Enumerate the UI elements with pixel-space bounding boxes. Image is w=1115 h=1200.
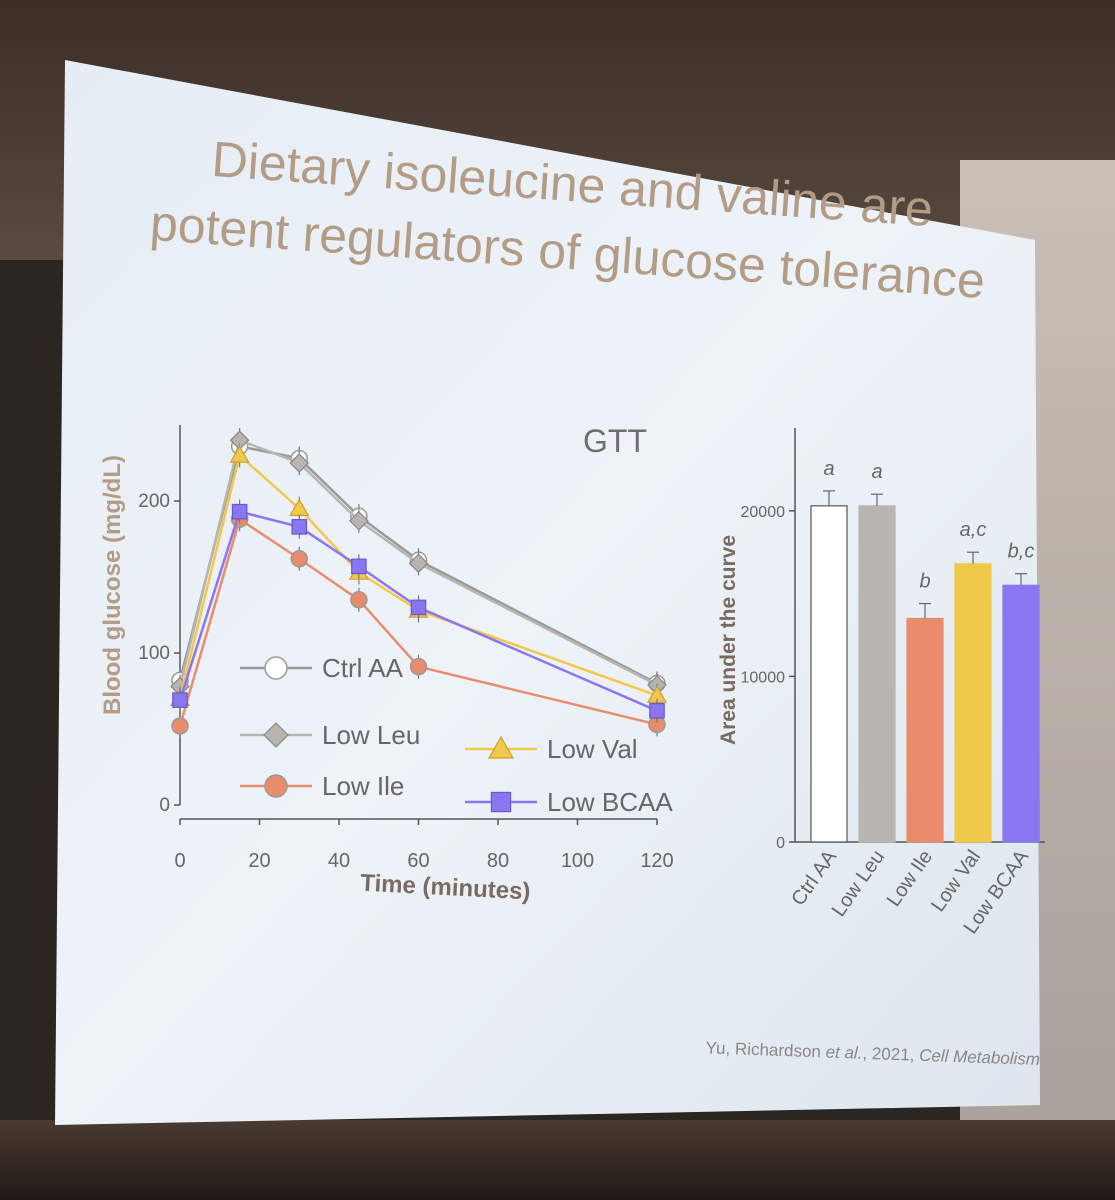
legend-item-low-bcaa: Low BCAA [465,787,673,817]
citation-etal: et al. [825,1042,863,1063]
citation-authors: Yu, Richardson [705,1038,826,1062]
marker-low-bcaa [410,599,427,616]
legend-label-low-leu: Low Leu [322,720,420,750]
bar-low-val [954,563,992,843]
citation-year: , 2021, [862,1043,920,1065]
legend-item-ctrl-aa: Ctrl AA [240,653,404,683]
y-tick-label: 200 [138,491,170,512]
legend-label-low-val: Low Val [547,734,638,764]
significance-label-low-ile: b [919,571,930,593]
legend: Ctrl AA Low Leu Low Ile Low Val Low BCAA [240,653,673,817]
x-tick-label: 80 [487,850,509,872]
legend-item-low-ile: Low Ile [240,771,404,801]
bar-low-leu [858,505,896,843]
marker-low-bcaa [649,702,665,719]
marker-low-bcaa [231,503,248,520]
marker-low-bcaa [172,692,188,708]
y-tick-label: 100 [138,643,170,664]
x-tick-label: 0 [174,850,185,872]
bar-y-tick-label: 10000 [741,669,786,686]
significance-label-low-leu: a [871,461,882,483]
marker-low-bcaa [490,791,512,813]
x-tick-label: 60 [407,850,429,872]
marker-low-ile [350,591,368,609]
marker-low-leu [408,553,429,574]
legend-label-low-ile: Low Ile [322,771,404,801]
bar-y-tick-label: 0 [776,835,785,852]
series-low-bcaa [172,499,665,723]
significance-label-low-val: a,c [960,519,987,541]
marker-low-ile [171,717,189,735]
marker-ctrl-aa [264,656,288,680]
marker-low-ile [264,774,288,798]
x-tick-label: 100 [561,850,594,872]
series-line-low-leu [178,438,658,687]
legend-item-low-leu: Low Leu [240,720,420,750]
slide-surface [55,60,1040,1125]
x-tick-label: 20 [248,850,270,872]
significance-label-low-bcaa: b,c [1008,541,1035,563]
marker-low-leu [263,722,289,748]
bar-low-bcaa [1002,584,1040,843]
bar-y-axis-label: Area under the curve [717,535,740,745]
room-background-bottom [0,1120,1115,1200]
bar-ctrl-aa [810,505,848,843]
significance-label-ctrl-aa: a [823,458,834,480]
legend-label-low-bcaa: Low BCAA [547,787,673,817]
series-line-low-ile [178,517,658,727]
marker-low-ile [409,657,428,676]
marker-low-leu [289,453,310,473]
y-axis-label: Blood glucose (mg/dL) [99,455,126,715]
marker-low-val [229,445,250,463]
bar-y-tick-label: 20000 [741,504,786,521]
series-line-low-bcaa [178,510,658,712]
chart-title: GTT [583,423,647,459]
legend-label-ctrl-aa: Ctrl AA [322,653,404,683]
x-tick-label: 120 [640,850,673,872]
citation-journal: Cell Metabolism [918,1045,1041,1069]
y-tick-label: 0 [159,795,170,816]
bar-low-ile [906,617,944,843]
marker-low-bcaa [351,558,367,575]
marker-low-ile [290,550,308,568]
x-tick-label: 40 [328,850,350,872]
marker-low-leu [349,510,369,531]
legend-item-low-val: Low Val [465,734,638,764]
marker-low-val [487,735,515,759]
marker-low-bcaa [291,519,308,535]
